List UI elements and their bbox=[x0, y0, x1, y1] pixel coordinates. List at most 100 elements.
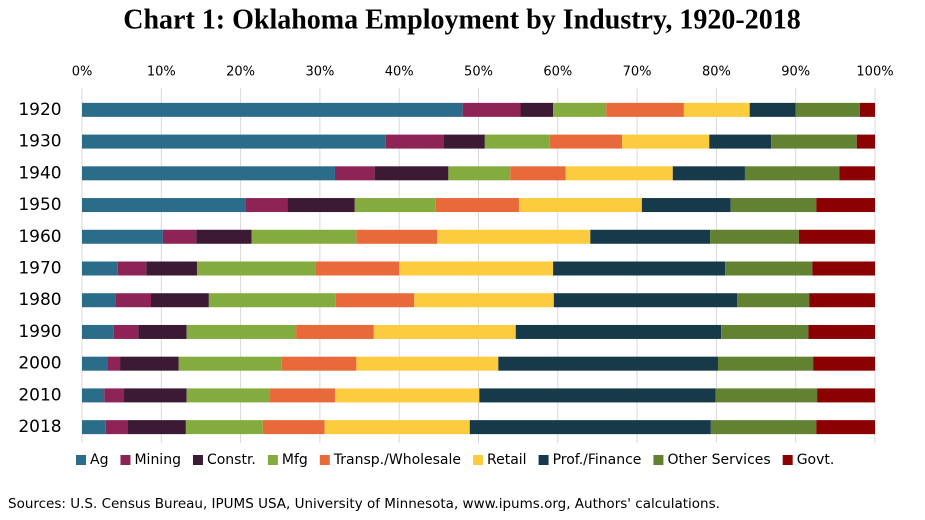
legend-swatch bbox=[782, 455, 793, 465]
bar-segment bbox=[717, 356, 814, 371]
bar-segment bbox=[462, 102, 521, 117]
x-tick-label: 0% bbox=[72, 65, 93, 80]
x-tick-label: 60% bbox=[543, 65, 572, 80]
x-tick-label: 90% bbox=[781, 65, 810, 80]
legend-label: Mining bbox=[134, 452, 181, 468]
bar-segment bbox=[138, 324, 187, 339]
x-tick-label: 20% bbox=[226, 65, 255, 80]
legend-swatch bbox=[120, 455, 131, 465]
bar-segment bbox=[795, 102, 860, 117]
bar-segment bbox=[518, 198, 642, 213]
bar-segment bbox=[622, 134, 710, 149]
legend-swatch bbox=[653, 455, 664, 465]
legend-swatch bbox=[473, 455, 484, 465]
bar-segment bbox=[82, 356, 108, 371]
bar-segment bbox=[606, 102, 684, 117]
bar-segment bbox=[124, 388, 187, 403]
x-tick-label: 40% bbox=[385, 65, 414, 80]
bar-segment bbox=[269, 388, 335, 403]
bar-segment bbox=[296, 324, 374, 339]
y-tick-label: 2018 bbox=[18, 417, 61, 437]
bar-segment bbox=[373, 324, 516, 339]
bar-segment bbox=[385, 134, 444, 149]
x-tick-label: 50% bbox=[464, 65, 493, 80]
bar-segment bbox=[484, 134, 550, 149]
legend-label: Prof./Finance bbox=[553, 452, 642, 468]
bar-segment bbox=[245, 198, 288, 213]
legend-label: Ag bbox=[90, 452, 108, 468]
bar-segment bbox=[82, 166, 335, 181]
legend-label: Transp./Wholesale bbox=[333, 452, 461, 468]
y-tick-label: 1950 bbox=[18, 195, 61, 215]
bar-segment bbox=[82, 261, 118, 276]
bar-segment bbox=[251, 229, 357, 244]
bar-segment bbox=[771, 134, 857, 149]
bar-segment bbox=[817, 388, 875, 403]
y-tick-label: 1990 bbox=[18, 322, 61, 342]
bar-segment bbox=[683, 102, 750, 117]
legend-swatch bbox=[267, 455, 278, 465]
bar-segment bbox=[208, 293, 336, 308]
bar-segment bbox=[178, 356, 282, 371]
bar-segment bbox=[515, 324, 722, 339]
bar-segment bbox=[107, 356, 121, 371]
x-tick-label: 70% bbox=[623, 65, 652, 80]
bar-segment bbox=[113, 324, 139, 339]
legend-swatch bbox=[192, 455, 203, 465]
bar-segment bbox=[399, 261, 554, 276]
y-tick-label: 1960 bbox=[18, 227, 61, 247]
bar-segment bbox=[710, 229, 799, 244]
bar-segment bbox=[82, 198, 246, 213]
legend-swatch bbox=[319, 455, 330, 465]
bar-segment bbox=[115, 293, 151, 308]
bar-segment bbox=[816, 198, 875, 213]
bar-segment bbox=[315, 261, 400, 276]
bar-segment bbox=[281, 356, 357, 371]
bar-segment bbox=[809, 293, 875, 308]
bar-segment bbox=[813, 356, 875, 371]
x-tick-label: 10% bbox=[147, 65, 176, 80]
bar-segment bbox=[839, 166, 875, 181]
bar-segment bbox=[186, 324, 297, 339]
bar-segment bbox=[859, 102, 875, 117]
bar-segment bbox=[186, 388, 270, 403]
bar-segment bbox=[82, 134, 386, 149]
bar-segment bbox=[262, 420, 325, 435]
x-tick-label: 80% bbox=[702, 65, 731, 80]
bar-segment bbox=[82, 102, 463, 117]
bar-segment bbox=[715, 388, 818, 403]
legend-label: Other Services bbox=[667, 452, 770, 468]
bar-segment bbox=[127, 420, 186, 435]
bar-segment bbox=[196, 229, 252, 244]
bar-segment bbox=[414, 293, 554, 308]
chart-title: Chart 1: Oklahoma Employment by Industry… bbox=[123, 4, 801, 35]
bar-segment bbox=[553, 293, 738, 308]
y-tick-label: 1940 bbox=[18, 163, 61, 183]
bar-segment bbox=[185, 420, 263, 435]
bar-segment bbox=[117, 261, 147, 276]
bar-segment bbox=[590, 229, 711, 244]
bar-segment bbox=[82, 388, 105, 403]
bar-segment bbox=[498, 356, 718, 371]
bar-segment bbox=[196, 261, 316, 276]
y-tick-label: 1970 bbox=[18, 259, 61, 279]
bar-segment bbox=[324, 420, 470, 435]
bar-segment bbox=[82, 293, 116, 308]
bar-segment bbox=[374, 166, 449, 181]
bar-segment bbox=[553, 261, 726, 276]
bar-segment bbox=[82, 420, 106, 435]
bar-segment bbox=[553, 102, 607, 117]
bar-segment bbox=[520, 102, 554, 117]
bar-segment bbox=[354, 198, 436, 213]
bar-segment bbox=[443, 134, 485, 149]
x-tick-label: 100% bbox=[856, 65, 893, 80]
bar-segment bbox=[816, 420, 875, 435]
bar-segment bbox=[435, 198, 519, 213]
bar-segment bbox=[162, 229, 197, 244]
bar-segment bbox=[120, 356, 179, 371]
bar-segment bbox=[721, 324, 809, 339]
bar-segment bbox=[744, 166, 840, 181]
bar-segment bbox=[356, 229, 438, 244]
bar-segment bbox=[334, 388, 480, 403]
